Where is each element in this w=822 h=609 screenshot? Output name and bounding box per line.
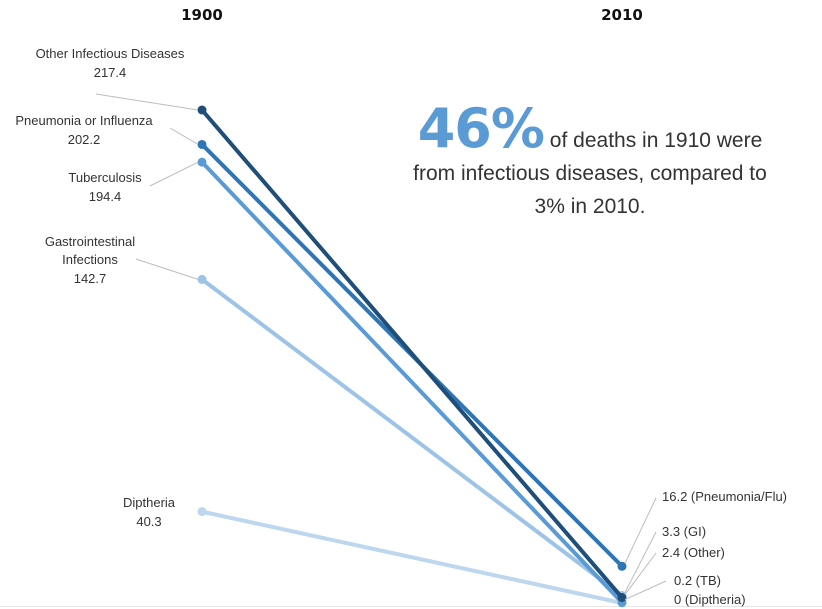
series-name-label: Pneumonia or Influenza: [15, 113, 153, 128]
series-name-label: Other Infectious Diseases: [36, 46, 185, 61]
x-label-1900: 1900: [181, 6, 223, 24]
leader-line: [624, 580, 667, 601]
leader-line: [624, 552, 657, 595]
value-label-1900: 194.4: [89, 189, 122, 204]
value-label-2010: 3.3 (GI): [662, 524, 706, 539]
annotation: 46% of deaths in 1910 were from infectio…: [400, 102, 780, 223]
annotation-percent: 46%: [417, 97, 545, 160]
series-name-label: Gastrointestinal: [45, 234, 135, 249]
leader-line: [169, 127, 199, 145]
value-label-1900: 217.4: [94, 65, 127, 80]
series-line: [200, 509, 624, 605]
series-name-label: Infections: [62, 252, 118, 267]
point-1900: [197, 105, 207, 115]
leader-line: [95, 93, 199, 111]
point-1900: [197, 507, 207, 517]
point-1900: [197, 274, 207, 284]
annotation-line-1: of deaths in 1910 were: [543, 129, 763, 152]
point-2010: [617, 561, 627, 571]
point-1900: [197, 139, 207, 149]
series-name-label: Diptheria: [123, 495, 176, 510]
series-line: [200, 277, 624, 598]
value-label-1900: 142.7: [74, 271, 107, 286]
leader-line: [624, 531, 657, 593]
value-label-2010: 0 (Diptheria): [674, 592, 746, 607]
series-name-label: Tuberculosis: [68, 170, 142, 185]
point-2010: [617, 593, 627, 603]
value-label-1900: 202.2: [68, 132, 101, 147]
leader-line: [135, 258, 199, 280]
value-label-2010: 0.2 (TB): [674, 573, 721, 588]
value-label-2010: 2.4 (Other): [662, 545, 725, 560]
x-label-2010: 2010: [601, 6, 643, 24]
annotation-line-2: from infectious diseases, compared to: [413, 162, 767, 185]
value-label-1900: 40.3: [136, 514, 161, 529]
series-line: [200, 160, 624, 605]
leader-line: [149, 161, 199, 187]
point-1900: [197, 157, 207, 167]
annotation-line-3: 3% in 2010.: [534, 195, 646, 218]
leader-line: [624, 497, 657, 564]
value-label-2010: 16.2 (Pneumonia/Flu): [662, 489, 787, 504]
series-line: [200, 108, 624, 600]
